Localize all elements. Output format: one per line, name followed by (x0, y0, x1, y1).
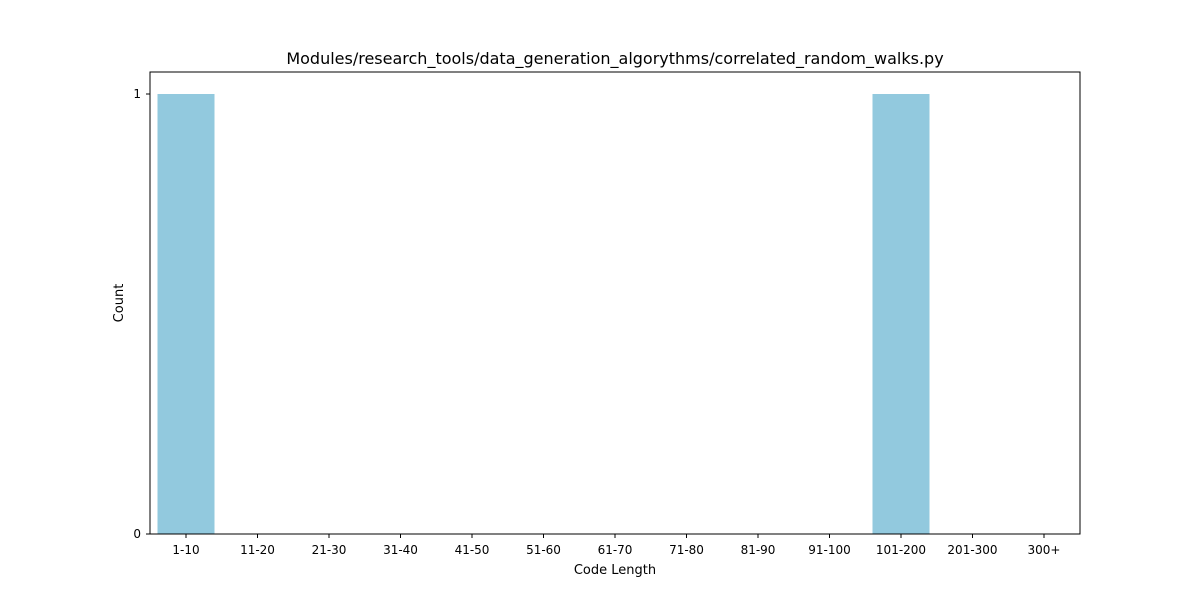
x-tick-label: 201-300 (947, 543, 997, 557)
x-tick-label: 300+ (1028, 543, 1061, 557)
x-tick-label: 91-100 (808, 543, 851, 557)
x-tick-label: 51-60 (526, 543, 561, 557)
bars-layer (157, 94, 930, 534)
x-axis-label: Code Length (574, 563, 656, 578)
x-tick-label: 71-80 (669, 543, 704, 557)
x-tick-label: 31-40 (383, 543, 418, 557)
x-tick-label: 101-200 (876, 543, 926, 557)
x-tick-label: 11-20 (240, 543, 275, 557)
chart-title: Modules/research_tools/data_generation_a… (286, 49, 943, 69)
x-tick-label: 21-30 (312, 543, 347, 557)
y-tick-label: 1 (133, 87, 141, 101)
bar-101-200 (872, 94, 930, 534)
x-tick-label: 81-90 (741, 543, 776, 557)
y-tick-label: 0 (133, 527, 141, 541)
plot-frame (149, 71, 1081, 535)
y-axis: 01 (133, 87, 150, 541)
y-axis-label: Count (112, 284, 127, 323)
bar-1-10 (157, 94, 215, 534)
x-axis: 1-10 11-20 21-30 31-40 41-50 51-60 61-70 71-80 8… (172, 534, 1060, 557)
x-tick-label: 61-70 (598, 543, 633, 557)
x-tick-label: 41-50 (455, 543, 490, 557)
x-tick-label: 1-10 (172, 543, 199, 557)
